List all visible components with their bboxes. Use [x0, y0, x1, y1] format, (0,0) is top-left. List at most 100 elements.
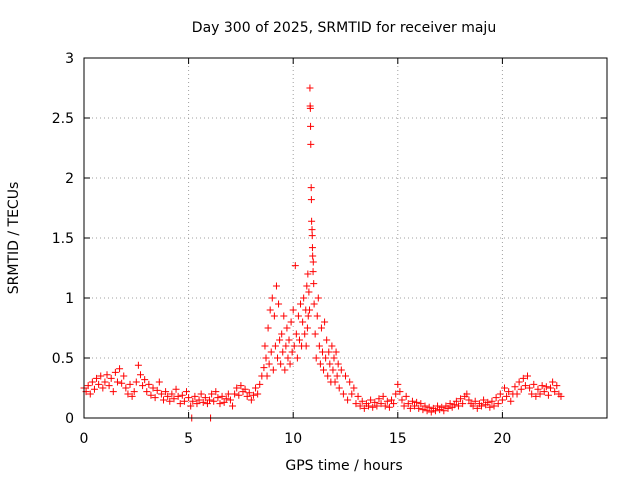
data-point — [463, 390, 471, 398]
data-point — [288, 348, 296, 356]
data-point — [185, 394, 193, 402]
data-point — [431, 407, 439, 415]
data-point — [222, 395, 230, 403]
data-point — [155, 378, 163, 386]
data-point — [203, 400, 211, 408]
data-point — [164, 392, 172, 400]
data-point — [145, 380, 153, 388]
data-point — [199, 398, 207, 406]
data-point — [187, 402, 195, 410]
data-point — [118, 379, 126, 387]
data-point — [457, 395, 465, 403]
data-point — [293, 354, 301, 362]
data-point — [153, 386, 161, 394]
data-point — [423, 407, 431, 415]
data-point — [168, 390, 176, 398]
data-point — [271, 342, 279, 350]
data-point — [517, 385, 525, 393]
y-tick-label: 2 — [65, 171, 74, 187]
data-point — [318, 348, 326, 356]
data-point — [500, 384, 508, 392]
data-point — [396, 388, 404, 396]
data-point — [331, 378, 339, 386]
data-point — [241, 385, 249, 393]
data-point — [549, 378, 557, 386]
data-point — [526, 384, 534, 392]
x-tick-labels: 0 5 10 15 20 — [80, 431, 512, 447]
data-point — [310, 280, 318, 288]
data-point — [130, 388, 138, 396]
data-point — [312, 354, 320, 362]
data-point — [256, 380, 264, 388]
data-point — [281, 366, 289, 374]
data-point — [105, 382, 113, 390]
data-point — [315, 342, 323, 350]
data-point — [151, 394, 159, 402]
data-point — [159, 396, 167, 404]
data-point — [310, 300, 318, 308]
data-point — [280, 312, 288, 320]
data-point — [304, 312, 312, 320]
data-point — [419, 406, 427, 414]
x-tick-label: 10 — [284, 431, 302, 447]
data-point — [505, 388, 513, 396]
data-point — [471, 397, 479, 405]
data-point — [440, 407, 448, 415]
data-point — [301, 330, 309, 338]
data-point — [328, 342, 336, 350]
data-point — [275, 300, 283, 308]
data-point — [544, 391, 552, 399]
data-point — [498, 396, 506, 404]
data-point — [283, 324, 291, 332]
data-point — [224, 390, 232, 398]
data-point — [276, 336, 284, 344]
data-point — [266, 306, 274, 314]
data-point — [309, 252, 317, 260]
x-tick-label: 15 — [389, 431, 407, 447]
data-point — [320, 366, 328, 374]
data-point — [515, 378, 523, 386]
data-point — [191, 392, 199, 400]
chart-title: Day 300 of 2025, SRMTID for receiver maj… — [192, 20, 496, 36]
data-point — [147, 391, 155, 399]
data-point — [326, 360, 334, 368]
data-point — [103, 371, 111, 379]
data-point — [291, 262, 299, 270]
data-point — [411, 402, 419, 410]
data-point — [480, 396, 488, 404]
data-point — [95, 380, 103, 388]
data-point — [304, 270, 312, 278]
data-point — [307, 122, 315, 130]
data-point — [521, 382, 529, 390]
data-point — [260, 364, 268, 372]
data-point — [254, 390, 262, 398]
data-point — [274, 354, 282, 362]
data-point — [308, 232, 316, 240]
data-point — [333, 372, 341, 380]
data-point — [330, 354, 338, 362]
data-point — [305, 288, 313, 296]
data-point — [210, 397, 218, 405]
data-point — [195, 396, 203, 404]
data-point — [342, 372, 349, 380]
data-point — [303, 282, 311, 290]
x-axis-label: GPS time / hours — [285, 458, 402, 474]
data-point — [300, 294, 308, 302]
data-point — [218, 392, 226, 400]
data-point — [321, 318, 329, 326]
data-point — [381, 402, 389, 410]
data-point — [492, 394, 500, 402]
data-point — [373, 402, 381, 410]
y-tick-label: 3 — [65, 51, 74, 67]
data-point — [303, 324, 311, 332]
data-point — [339, 390, 347, 398]
data-point — [306, 84, 314, 92]
data-point — [507, 397, 515, 405]
data-point — [335, 384, 343, 392]
data-point — [317, 324, 325, 332]
data-point — [113, 378, 121, 386]
data-point — [201, 394, 209, 402]
data-point — [284, 354, 292, 362]
data-point — [375, 395, 383, 403]
data-point — [323, 336, 331, 344]
